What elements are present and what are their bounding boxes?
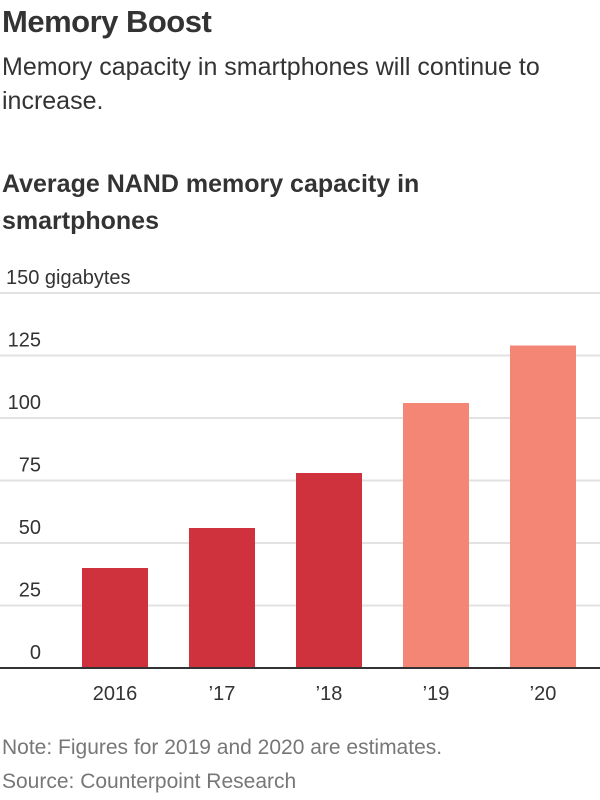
x-tick-label: ’18: [316, 683, 343, 705]
y-tick-label: 150 gigabytes: [6, 267, 131, 289]
y-tick-label: 75: [19, 455, 41, 477]
x-tick-label: 2016: [93, 683, 138, 705]
y-tick-label: 25: [19, 580, 41, 602]
chart-source: Source: Counterpoint Research: [2, 770, 297, 793]
headline: Memory Boost: [2, 4, 212, 39]
chart-title: Average NAND memory capacity in smartpho…: [2, 170, 420, 235]
x-tick-label: ’20: [530, 683, 557, 705]
y-tick-label: 50: [19, 517, 41, 539]
x-tick-label: ’19: [423, 683, 450, 705]
y-tick-label: 0: [30, 642, 41, 664]
chart-note: Note: Figures for 2019 and 2020 are esti…: [2, 736, 443, 759]
bar-’17: [189, 528, 255, 668]
bar-’20: [510, 345, 576, 668]
subheadline: Memory capacity in smartphones will cont…: [2, 53, 540, 115]
bar-2016: [82, 568, 148, 668]
y-tick-label: 100: [8, 392, 41, 414]
x-tick-label: ’17: [209, 683, 236, 705]
bar-’19: [403, 403, 469, 668]
y-tick-label: 125: [8, 330, 41, 352]
bar-’18: [296, 473, 362, 668]
